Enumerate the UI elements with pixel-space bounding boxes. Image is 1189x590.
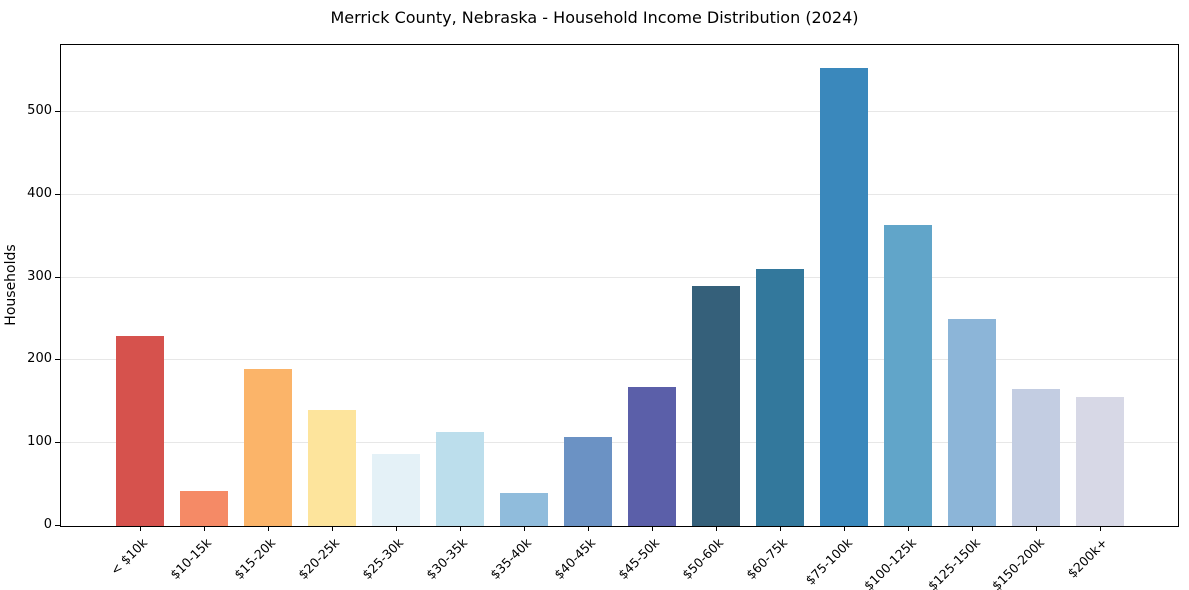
x-tick-label: $125-150k xyxy=(924,535,983,590)
y-tick-mark xyxy=(55,442,60,444)
x-tick-label: $45-50k xyxy=(615,535,663,583)
y-tick-mark xyxy=(55,111,60,113)
x-tick-mark xyxy=(1100,526,1101,531)
gridline xyxy=(61,193,1178,195)
x-tick-mark xyxy=(204,526,205,531)
x-tick-label: $200k+ xyxy=(1064,535,1111,581)
gridline xyxy=(61,111,1178,113)
x-tick-label: $25-30k xyxy=(359,535,407,583)
x-tick-mark xyxy=(332,526,333,531)
bar-slot: $125-150k xyxy=(924,45,1004,590)
bar xyxy=(1011,389,1061,526)
x-tick-mark xyxy=(524,526,525,531)
bar-slot: $75-100k xyxy=(802,45,876,588)
x-tick-mark xyxy=(908,526,909,531)
bar-slot: $60-75k xyxy=(744,45,812,582)
x-tick-label: $40-45k xyxy=(551,535,599,583)
gridline xyxy=(61,442,1178,444)
bar xyxy=(371,453,421,526)
x-tick-mark xyxy=(652,526,653,531)
bar-slot: $45-50k xyxy=(616,45,684,582)
bar xyxy=(179,491,229,526)
x-tick-mark xyxy=(844,526,845,531)
bar-slot: $40-45k xyxy=(552,45,620,582)
bar-slot: $35-40k xyxy=(488,45,556,582)
x-tick-mark xyxy=(140,526,141,531)
x-tick-mark xyxy=(268,526,269,531)
x-tick-mark xyxy=(396,526,397,531)
y-tick-mark xyxy=(55,525,60,526)
x-tick-mark xyxy=(588,526,589,531)
x-tick-label: $20-25k xyxy=(295,535,343,583)
x-tick-label: $30-35k xyxy=(423,535,471,583)
y-tick-mark xyxy=(55,276,60,278)
bar xyxy=(627,386,677,526)
bar xyxy=(563,437,613,526)
y-tick-label: 300 xyxy=(27,268,52,284)
chart-title: Merrick County, Nebraska - Household Inc… xyxy=(330,8,859,27)
bar xyxy=(947,319,997,526)
gridline xyxy=(61,276,1178,278)
y-tick-mark xyxy=(55,359,60,361)
x-tick-label: $10-15k xyxy=(167,535,215,583)
bar-slot: $15-20k xyxy=(232,45,300,582)
x-tick-mark xyxy=(1036,526,1037,531)
bar xyxy=(499,492,549,526)
x-tick-label: $60-75k xyxy=(743,535,791,583)
y-tick-mark xyxy=(55,193,60,195)
bar-slot: < $10k xyxy=(108,45,172,578)
bar-slot: $20-25k xyxy=(296,45,364,582)
y-axis-label: Households xyxy=(3,244,19,326)
bar xyxy=(755,269,805,526)
x-tick-mark xyxy=(716,526,717,531)
y-tick-label: 500 xyxy=(27,103,52,119)
bar xyxy=(307,410,357,526)
bar-slot: $10-15k xyxy=(168,45,236,582)
bar-slot: $25-30k xyxy=(360,45,428,582)
x-tick-label: < $10k xyxy=(107,535,151,578)
bar xyxy=(1075,396,1125,526)
bar xyxy=(435,432,485,526)
bar xyxy=(243,368,293,526)
y-tick-label: 0 xyxy=(43,517,52,532)
gridline xyxy=(61,359,1178,361)
bar xyxy=(115,336,165,526)
bar-slot: $100-125k xyxy=(860,45,940,590)
bar xyxy=(883,224,933,526)
y-tick-label: 100 xyxy=(27,434,52,450)
plot-area: 0 100 200 300 400 500 < $10k $10-15k $15-20k $20… xyxy=(27,44,1179,590)
x-tick-label: $50-60k xyxy=(679,535,727,583)
x-tick-label: $150-200k xyxy=(988,535,1047,590)
bar-slot: $30-35k xyxy=(424,45,492,582)
bar xyxy=(691,285,741,526)
x-tick-label: $100-125k xyxy=(860,535,919,590)
x-tick-label: $35-40k xyxy=(487,535,535,583)
bar-slot: $200k+ xyxy=(1065,45,1132,581)
y-tick-label: 400 xyxy=(27,185,52,201)
bars-container: < $10k $10-15k $15-20k $20-25k $25-30k $30-35… xyxy=(61,45,1178,590)
bar-slot: $150-200k xyxy=(988,45,1068,590)
bar xyxy=(819,68,869,526)
x-tick-mark xyxy=(972,526,973,531)
y-tick-label: 200 xyxy=(27,351,52,367)
bar-slot: $50-60k xyxy=(680,45,748,582)
x-tick-mark xyxy=(460,526,461,531)
x-tick-label: $15-20k xyxy=(231,535,279,583)
x-tick-label: $75-100k xyxy=(801,535,855,588)
x-tick-mark xyxy=(780,526,781,531)
